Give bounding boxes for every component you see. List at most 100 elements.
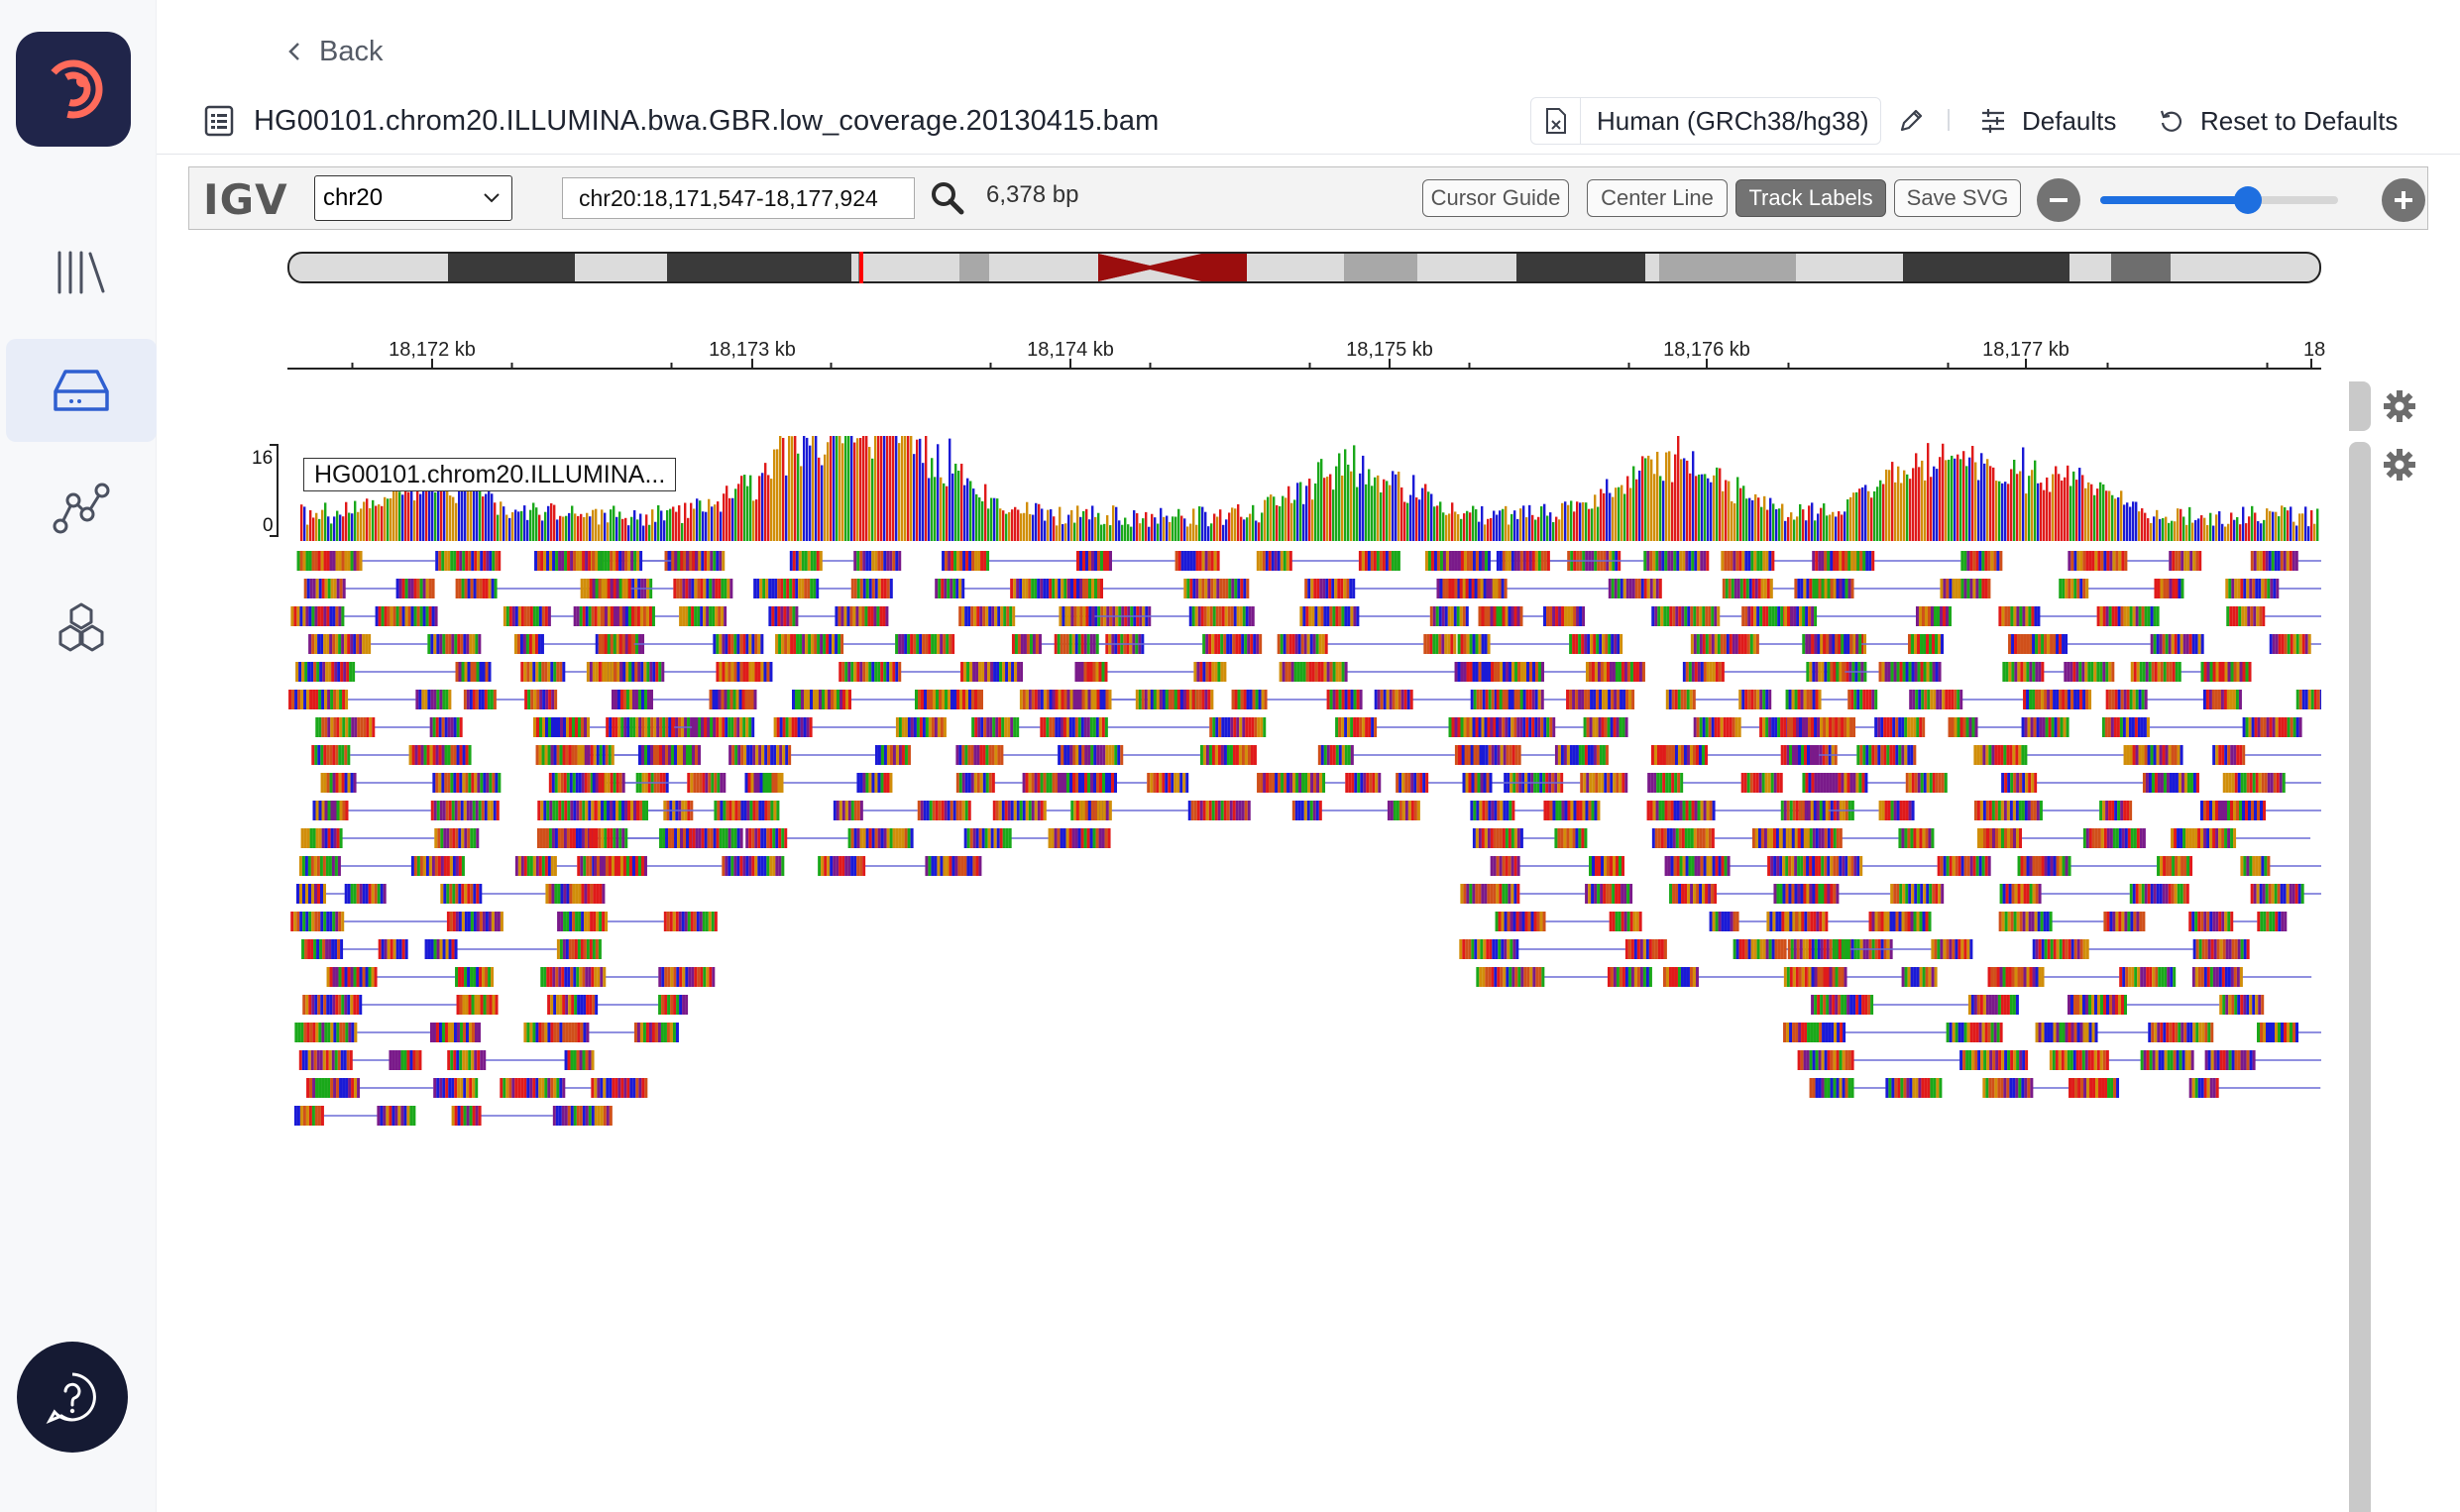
aligned-read bbox=[2101, 717, 2150, 737]
coverage-bar bbox=[1739, 487, 1742, 541]
track-scrollbar-top[interactable] bbox=[2349, 381, 2371, 431]
nav-workflows[interactable] bbox=[6, 458, 157, 561]
coverage-bar bbox=[505, 514, 508, 541]
window-size: 6,378 bp bbox=[986, 181, 1079, 208]
aligned-read bbox=[1783, 1023, 1846, 1042]
aligned-read bbox=[2225, 579, 2280, 598]
locus-input[interactable]: chr20:18,171,547-18,177,924 bbox=[562, 177, 915, 219]
coverage-bar bbox=[627, 525, 630, 541]
zoom-in-button[interactable] bbox=[2382, 178, 2425, 222]
coverage-bar bbox=[1160, 507, 1163, 541]
coverage-bar bbox=[2102, 484, 2105, 541]
zoom-out-button[interactable] bbox=[2037, 178, 2080, 222]
alignment-scrollbar[interactable] bbox=[2349, 442, 2371, 1512]
coverage-bar bbox=[407, 491, 410, 541]
coverage-bar bbox=[2182, 516, 2185, 541]
coverage-bar bbox=[856, 438, 859, 541]
coverage-bar bbox=[734, 488, 737, 541]
aligned-read bbox=[1948, 717, 1978, 737]
coverage-bar bbox=[2316, 508, 2319, 541]
locus-search-button[interactable] bbox=[931, 181, 964, 220]
coverage-bar bbox=[1555, 516, 1558, 541]
help-button[interactable] bbox=[17, 1342, 128, 1453]
aligned-read bbox=[713, 634, 764, 654]
coverage-bar bbox=[972, 488, 975, 541]
aligned-read bbox=[429, 1023, 481, 1042]
aligned-read bbox=[833, 801, 863, 820]
aligned-read bbox=[1608, 579, 1662, 598]
coverage-bar bbox=[1823, 503, 1826, 541]
coverage-bar bbox=[544, 511, 547, 541]
nav-storage[interactable] bbox=[6, 339, 157, 442]
edit-button[interactable] bbox=[1897, 99, 1925, 143]
gear-icon[interactable] bbox=[2383, 389, 2416, 423]
app-logo[interactable] bbox=[16, 32, 131, 147]
coverage-bar bbox=[1615, 487, 1618, 541]
coverage-bar bbox=[624, 517, 627, 541]
aligned-read bbox=[2154, 579, 2184, 598]
coverage-bar bbox=[1989, 466, 1992, 541]
aligned-read bbox=[296, 551, 363, 571]
coverage-bar bbox=[1522, 505, 1525, 541]
coverage-bar bbox=[1014, 506, 1017, 541]
track-labels-button[interactable]: Track Labels bbox=[1735, 179, 1886, 217]
gear-icon[interactable] bbox=[2383, 448, 2416, 482]
coverage-bar bbox=[607, 522, 610, 541]
coverage-bar bbox=[743, 475, 746, 541]
coverage-bar bbox=[642, 525, 645, 541]
coverage-bar bbox=[1091, 505, 1094, 541]
back-link[interactable]: Back bbox=[287, 32, 383, 71]
cursor-guide-button[interactable]: Cursor Guide bbox=[1422, 179, 1569, 217]
track-name-label[interactable]: HG00101.chrom20.ILLUMINA... bbox=[303, 458, 677, 491]
coverage-bar bbox=[880, 436, 883, 541]
coverage-bar bbox=[895, 436, 898, 541]
coverage-bar bbox=[806, 437, 809, 541]
aligned-read bbox=[520, 662, 566, 682]
aligned-read bbox=[773, 717, 813, 737]
coverage-bar bbox=[1912, 468, 1915, 541]
coverage-bar bbox=[1323, 478, 1326, 541]
zoom-slider-thumb[interactable] bbox=[2233, 186, 2262, 214]
coverage-bar bbox=[999, 508, 1002, 541]
coverage-bar bbox=[1466, 510, 1469, 541]
aligned-read bbox=[311, 745, 351, 765]
coverage-bar bbox=[2185, 524, 2188, 541]
coverage-bar bbox=[708, 498, 711, 541]
aligned-read bbox=[2008, 634, 2069, 654]
aligned-read bbox=[1058, 773, 1118, 793]
coverage-bar bbox=[1835, 516, 1838, 541]
coverage-bar bbox=[1948, 459, 1951, 541]
coverage-bar bbox=[2177, 508, 2180, 541]
coverage-bar bbox=[2290, 506, 2292, 541]
zoom-slider[interactable] bbox=[2100, 186, 2338, 214]
coverage-bar bbox=[1811, 502, 1814, 541]
chromosome-select[interactable]: chr20 bbox=[314, 175, 512, 221]
chromosome-ideogram[interactable] bbox=[287, 252, 2321, 283]
coverage-bar bbox=[467, 485, 470, 541]
save-svg-button[interactable]: Save SVG bbox=[1894, 179, 2021, 217]
coverage-bar bbox=[773, 449, 776, 541]
reset-defaults-button[interactable]: Reset to Defaults bbox=[2159, 99, 2398, 143]
aligned-read bbox=[595, 634, 634, 654]
aligned-read bbox=[557, 912, 609, 931]
center-line-button[interactable]: Center Line bbox=[1587, 179, 1728, 217]
nav-cohorts[interactable] bbox=[6, 577, 157, 680]
aligned-read bbox=[295, 662, 356, 682]
aligned-read bbox=[455, 662, 492, 682]
coverage-bar bbox=[1299, 482, 1302, 541]
coverage-bar bbox=[1041, 508, 1044, 541]
defaults-button[interactable]: Defaults bbox=[1980, 99, 2116, 143]
coverage-bar bbox=[446, 489, 449, 541]
aligned-read bbox=[1885, 1078, 1943, 1098]
coverage-bar bbox=[604, 512, 607, 541]
coverage-track[interactable] bbox=[287, 436, 2321, 541]
alignment-track[interactable] bbox=[287, 547, 2321, 1141]
coverage-bar bbox=[2096, 488, 2099, 541]
genome-selector[interactable]: Human (GRCh38/hg38) bbox=[1530, 97, 1881, 145]
coverage-bar bbox=[1927, 443, 1930, 541]
aligned-read bbox=[1054, 634, 1099, 654]
coverage-bar bbox=[2114, 498, 2117, 541]
aligned-read bbox=[606, 717, 675, 737]
aligned-read bbox=[714, 801, 780, 820]
nav-library[interactable] bbox=[6, 220, 157, 323]
